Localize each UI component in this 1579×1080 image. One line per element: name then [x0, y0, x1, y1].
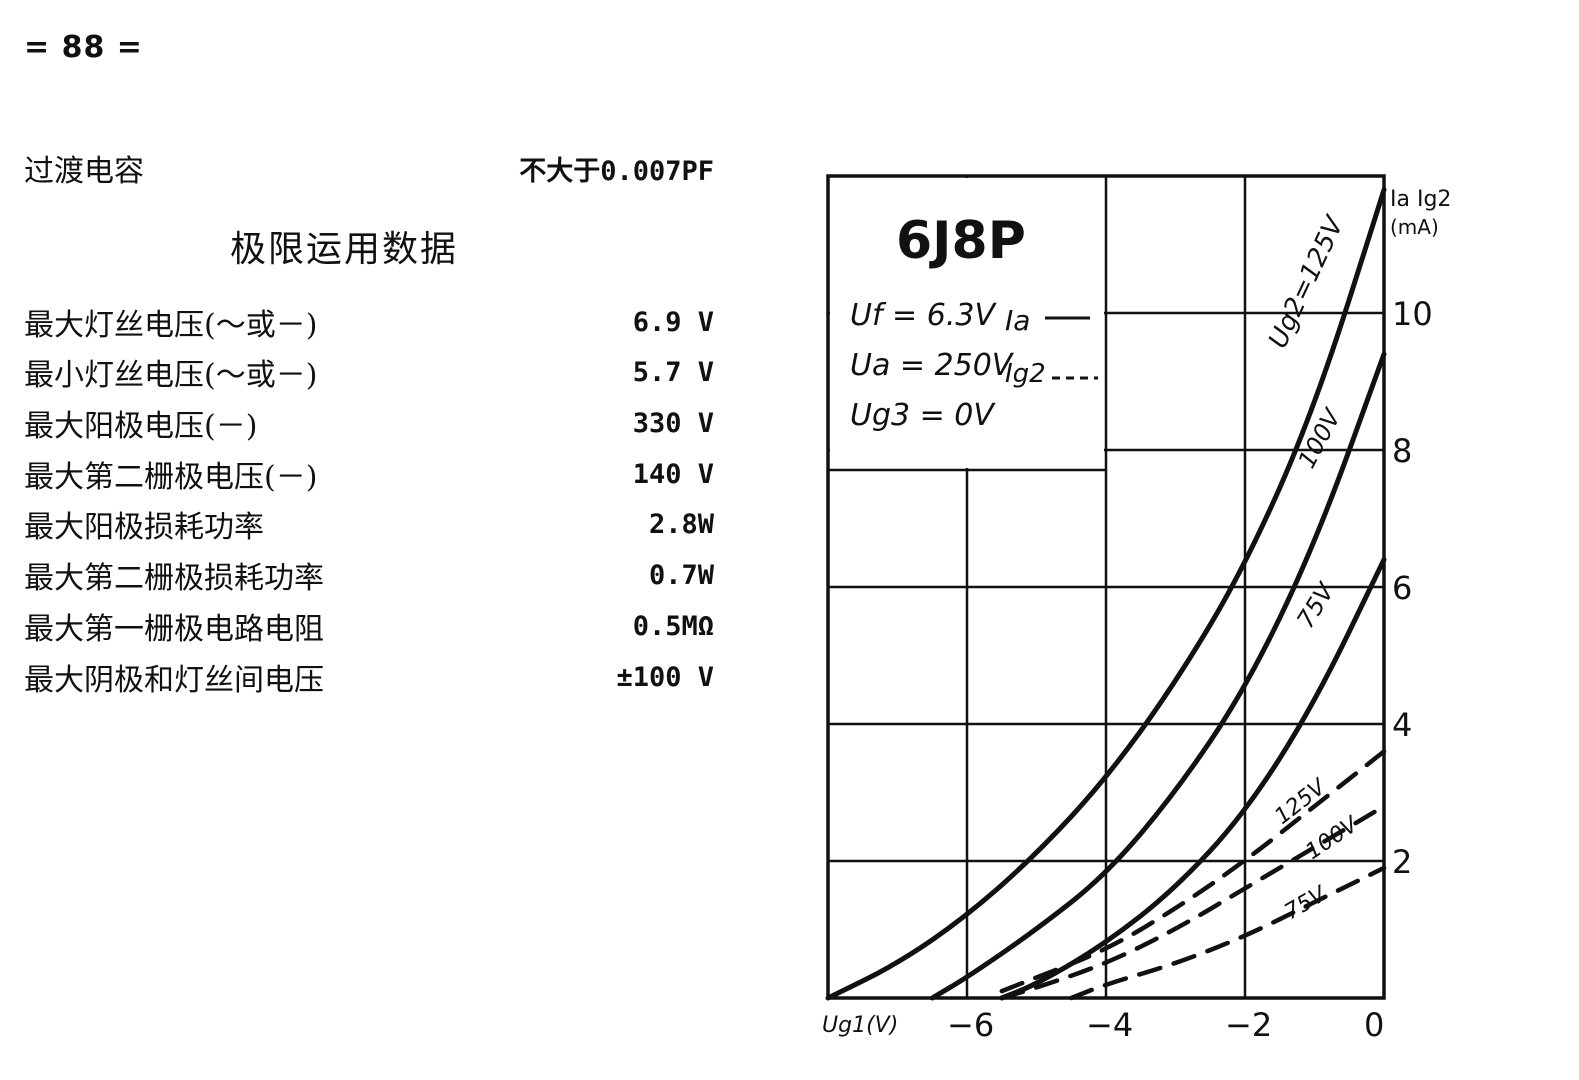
spec-row: 最小灯丝电压(～或－) 5.7 V [24, 352, 714, 394]
spec-value: 0.7W [648, 559, 714, 591]
y-tick-label: 2 [1392, 843, 1412, 881]
anode-current-curve [929, 351, 1387, 1001]
screen-current-curve [999, 803, 1387, 1001]
page-number: = 88 = [24, 30, 143, 65]
spec-value: 0.5MΩ [632, 610, 714, 642]
curve-label: 75V [1281, 881, 1332, 925]
spec-row: 最大阳极电压(－) 330 V [24, 403, 714, 445]
y-tick-label: 4 [1392, 706, 1412, 744]
curve-label: 75V [1291, 577, 1340, 633]
spec-label: 最小灯丝电压(～或－) [24, 358, 318, 393]
spec-row: 最大第二栅极损耗功率 0.7W [24, 555, 714, 597]
x-axis-label: Ug1(V) [822, 1013, 898, 1038]
spec-row: 最大灯丝电压(～或－) 6.9 V [24, 302, 714, 344]
spec-label: 最大阳极电压(－) [24, 409, 258, 444]
spec-value: 140 V [632, 458, 714, 490]
spec-label: 最大灯丝电压(～或－) [24, 308, 318, 343]
y-axis-label: Ia Ig2 [1390, 187, 1451, 212]
x-tick-label: −2 [1225, 1006, 1272, 1044]
transition-capacitance-row: 过渡电容 不大于0.007PF [24, 148, 714, 189]
spec-value: ±100 V [616, 661, 714, 693]
section-title: 极限运用数据 [230, 229, 459, 270]
y-tick-label: 10 [1392, 295, 1433, 333]
spec-label: 最大阳极损耗功率 [24, 510, 264, 545]
spec-row: 最大阴极和灯丝间电压 ±100 V [24, 657, 714, 699]
curve-label: 100V [1301, 811, 1364, 865]
x-tick-label: −4 [1086, 1006, 1133, 1044]
x-tick-label: 0 [1364, 1006, 1384, 1044]
legend-panel [830, 178, 1104, 468]
condition-label: Uf = 6.3V [850, 298, 997, 333]
legend-label: Ig2 [1005, 359, 1046, 389]
spec-label: 最大阴极和灯丝间电压 [24, 663, 324, 698]
anode-current-curve [999, 557, 1387, 1001]
x-tick-label: −6 [947, 1006, 994, 1044]
y-tick-label: 6 [1392, 569, 1412, 607]
condition-label: Ug3 = 0V [850, 398, 996, 433]
spec-value: 不大于0.007PF [519, 155, 714, 187]
spec-label: 最大第二栅极电压(－) [24, 460, 318, 495]
spec-row: 最大第一栅极电路电阻 0.5MΩ [24, 606, 714, 648]
spec-label: 最大第一栅极电路电阻 [24, 612, 324, 647]
legend-label: Ia [1005, 304, 1030, 337]
spec-value: 2.8W [648, 508, 714, 540]
spec-label: 最大第二栅极损耗功率 [24, 561, 324, 596]
anode-current-curve [825, 187, 1387, 1001]
chart-title: 6J8P [896, 211, 1026, 271]
spec-label: 过渡电容 [24, 154, 144, 189]
spec-row: 最大阳极损耗功率 2.8W [24, 504, 714, 546]
condition-label: Ua = 250V [850, 348, 1015, 383]
spec-value: 330 V [632, 407, 714, 439]
plot-frame [826, 174, 1386, 1000]
spec-value: 5.7 V [632, 356, 714, 388]
screen-current-curve [1069, 865, 1387, 1001]
spec-value: 6.9 V [632, 306, 714, 338]
spec-row: 最大第二栅极电压(－) 140 V [24, 454, 714, 496]
y-tick-label: 8 [1392, 432, 1412, 470]
y-axis-label: (mA) [1390, 215, 1439, 239]
